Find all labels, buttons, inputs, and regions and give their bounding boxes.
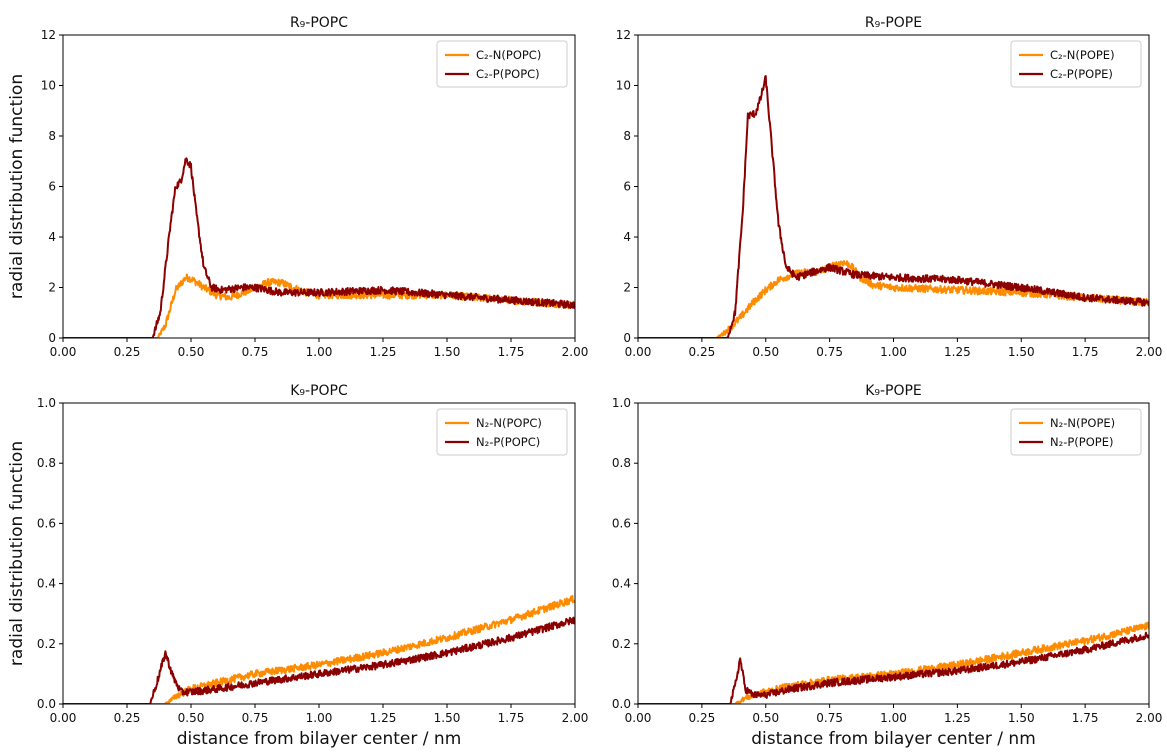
y-axis-label: radial distribution function [7,74,27,299]
legend-box [436,40,568,88]
y-axis-label: radial distribution function [7,441,27,666]
x-tick-label: 0.00 [625,345,652,359]
y-tick-label: 6 [48,180,56,194]
y-tick-label: 10 [41,79,56,93]
y-tick-label: 0.8 [37,456,56,470]
x-tick-label: 1.50 [434,345,461,359]
x-tick-label: 1.50 [1008,345,1035,359]
y-tick-label: 2 [623,281,631,295]
x-tick-label: 1.00 [306,711,333,725]
legend-label: C₂-N(POPC) [476,48,541,62]
x-tick-label: 0.00 [625,711,652,725]
y-tick-label: 8 [623,129,631,143]
y-tick-label: 12 [616,28,631,42]
y-tick-label: 0.0 [37,697,56,711]
legend-label: C₂-N(POPE) [1050,48,1115,62]
y-tick-label: 0.6 [612,516,631,530]
x-tick-label: 2.00 [1136,711,1163,725]
y-tick-label: 0.4 [37,577,56,591]
series-line-2 [638,75,1149,338]
x-tick-label: 1.50 [1008,711,1035,725]
y-tick-label: 0.4 [612,577,631,591]
legend-label: N₂-P(POPE) [1050,435,1113,449]
y-tick-label: 6 [623,180,631,194]
panel-title: R₉-POPE [865,15,922,31]
x-tick-label: 1.25 [370,711,397,725]
series-line-1 [63,594,575,704]
x-tick-label: 1.75 [498,345,525,359]
x-tick-label: 2.00 [562,345,589,359]
x-tick-label: 1.75 [498,711,525,725]
x-tick-label: 0.75 [816,711,843,725]
panel-1: 0.00 0.25 0.50 0.75 1.00 1.25 1.50 1.75 2.00 0 2 4 6… [41,15,589,359]
x-tick-label: 0.00 [50,345,77,359]
panel-2: 0.00 0.25 0.50 0.75 1.00 1.25 1.50 1.75 2.00 0 2 4 6… [616,15,1163,359]
legend-label: C₂-P(POPE) [1050,67,1113,81]
x-tick-label: 1.00 [880,711,907,725]
x-tick-label: 0.75 [816,345,843,359]
x-tick-label: 1.00 [306,345,333,359]
legend-label: N₂-P(POPC) [476,435,540,449]
y-tick-label: 10 [616,79,631,93]
panel-title: R₉-POPC [290,15,348,31]
legend-box [436,408,568,456]
x-tick-label: 0.50 [752,711,779,725]
x-tick-label: 0.75 [242,711,269,725]
y-tick-label: 0.8 [612,456,631,470]
y-tick-label: 0.2 [37,637,56,651]
legend-label: N₂-N(POPE) [1050,416,1115,430]
panel-title: K₉-POPC [290,383,348,399]
x-tick-label: 1.25 [944,711,971,725]
x-tick-label: 0.25 [114,711,141,725]
x-tick-label: 1.25 [944,345,971,359]
x-tick-label: 0.50 [178,711,205,725]
panel-3: 0.00 0.25 0.50 0.75 1.00 1.25 1.50 1.75 2.00 0.0 0… [37,383,588,725]
y-tick-label: 2 [48,281,56,295]
series-line-2 [638,631,1149,704]
legend-box [1010,408,1142,456]
y-tick-label: 0.2 [612,637,631,651]
y-tick-label: 4 [623,230,631,244]
y-tick-label: 1.0 [37,396,56,410]
x-tick-label: 0.00 [50,711,77,725]
x-tick-label: 0.25 [689,345,716,359]
y-tick-label: 0 [623,331,631,345]
x-tick-label: 1.25 [370,345,397,359]
legend-label: N₂-N(POPC) [476,416,542,430]
x-axis-label: distance from bilayer center / nm [177,729,462,749]
series-line-2 [63,616,575,704]
legend-box [1010,40,1142,88]
y-tick-label: 8 [48,129,56,143]
x-tick-label: 0.50 [178,345,205,359]
x-tick-label: 0.50 [752,345,779,359]
y-tick-label: 4 [48,230,56,244]
legend-label: C₂-P(POPC) [476,67,540,81]
x-tick-label: 1.50 [434,711,461,725]
panel-4: 0.00 0.25 0.50 0.75 1.00 1.25 1.50 1.75 2.00 0.0 0… [612,383,1162,725]
y-tick-label: 0.0 [612,697,631,711]
panel-title: K₉-POPE [865,383,922,399]
x-tick-label: 0.75 [242,345,269,359]
series-line-1 [638,621,1149,704]
y-tick-label: 12 [41,28,56,42]
series-line-1 [638,260,1149,338]
series-line-2 [63,157,575,338]
x-tick-label: 1.00 [880,345,907,359]
x-tick-label: 2.00 [562,711,589,725]
x-tick-label: 0.25 [689,711,716,725]
y-tick-label: 0.6 [37,516,56,530]
series-line-1 [63,273,575,338]
x-axis-label: distance from bilayer center / nm [751,729,1036,749]
y-tick-label: 0 [48,331,56,345]
x-tick-label: 2.00 [1136,345,1163,359]
x-tick-label: 1.75 [1072,711,1099,725]
x-tick-label: 1.75 [1072,345,1099,359]
x-tick-label: 0.25 [114,345,141,359]
y-tick-label: 1.0 [612,396,631,410]
